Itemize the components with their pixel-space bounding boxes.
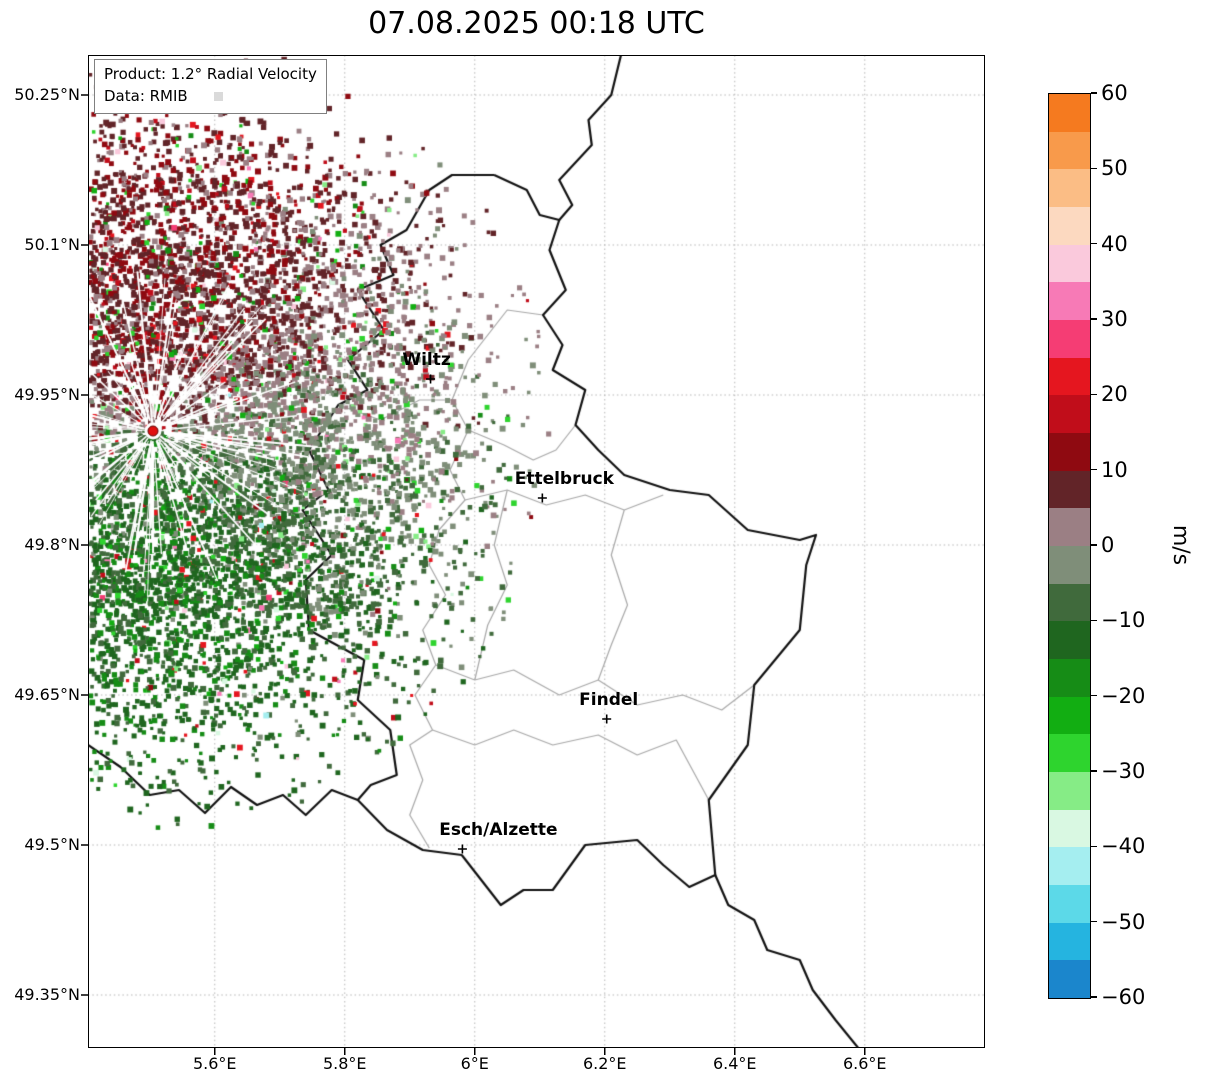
colorbar-segment xyxy=(1049,131,1090,170)
lon-tick-label: 5.6°E xyxy=(192,1054,237,1073)
colorbar-tick-mark xyxy=(1091,393,1097,396)
colorbar-tick-label: −60 xyxy=(1101,985,1146,1009)
city-label: Ettelbruck xyxy=(514,469,614,489)
data-source-label: Data: RMIB xyxy=(104,86,188,105)
lon-tick-label: 6.6°E xyxy=(842,1054,887,1073)
colorbar-segment xyxy=(1049,809,1090,848)
colorbar-segment xyxy=(1049,169,1090,208)
colorbar-segment xyxy=(1049,94,1090,132)
colorbar-tick-label: 20 xyxy=(1101,382,1128,407)
colorbar-segment xyxy=(1049,696,1090,735)
lat-tick-label: 50.25°N xyxy=(14,85,80,104)
colorbar-tick-mark xyxy=(1091,318,1097,320)
colorbar-tick-mark xyxy=(1091,619,1097,622)
lat-tick-label: 49.8°N xyxy=(24,535,80,554)
lon-tick-label: 5.8°E xyxy=(322,1054,367,1073)
product-label: Product: 1.2° Radial Velocity xyxy=(104,65,317,83)
colorbar-tick-label: −20 xyxy=(1101,683,1146,708)
colorbar-segment xyxy=(1049,357,1090,396)
colorbar-tick-label: 30 xyxy=(1101,307,1128,331)
colorbar-tick-label: 50 xyxy=(1101,156,1128,181)
colorbar-segment xyxy=(1049,847,1090,886)
colorbar xyxy=(1048,93,1091,999)
lat-tick-label: 49.5°N xyxy=(24,835,80,854)
colorbar-tick-mark xyxy=(1091,996,1097,998)
colorbar-tick-mark xyxy=(1091,544,1097,546)
plot-title: 07.08.2025 00:18 UTC xyxy=(368,6,705,41)
colorbar-tick-mark xyxy=(1091,242,1097,245)
colorbar-tick-label: −10 xyxy=(1101,608,1146,633)
colorbar-segment xyxy=(1049,546,1090,584)
lat-tick-label: 50.1°N xyxy=(24,235,80,254)
colorbar-segment xyxy=(1049,395,1090,434)
colorbar-tick-label: 40 xyxy=(1101,231,1128,256)
colorbar-segment xyxy=(1049,772,1090,810)
colorbar-tick-label: −30 xyxy=(1101,759,1146,783)
colorbar-segment xyxy=(1049,320,1090,358)
colorbar-tick-mark xyxy=(1091,920,1097,923)
colorbar-tick-mark xyxy=(1091,167,1097,170)
city-label: Esch/Alzette xyxy=(439,820,558,840)
colorbar-segment xyxy=(1049,470,1090,509)
colorbar-segment xyxy=(1049,922,1090,961)
colorbar-tick-label: 10 xyxy=(1101,457,1128,482)
colorbar-tick-label: 60 xyxy=(1101,81,1128,105)
colorbar-tick-mark xyxy=(1091,694,1097,697)
colorbar-tick-mark xyxy=(1091,92,1097,94)
colorbar-segment xyxy=(1049,621,1090,660)
product-info-box: Product: 1.2° Radial Velocity Data: RMIB xyxy=(94,59,327,114)
colorbar-segment xyxy=(1049,282,1090,321)
lat-tick-label: 49.35°N xyxy=(14,985,80,1004)
city-label: Findel xyxy=(579,690,639,710)
colorbar-segment xyxy=(1049,207,1090,245)
lon-tick-label: 6.2°E xyxy=(582,1054,627,1073)
colorbar-segment xyxy=(1049,244,1090,283)
colorbar-segment xyxy=(1049,960,1090,999)
city-label: Wiltz xyxy=(402,350,451,370)
colorbar-tick-label: 0 xyxy=(1101,533,1115,557)
colorbar-tick-label: −40 xyxy=(1101,834,1146,859)
colorbar-segment xyxy=(1049,734,1090,773)
lon-tick-label: 6°E xyxy=(460,1054,489,1073)
radar-velocity-field xyxy=(88,55,985,1048)
colorbar-segment xyxy=(1049,508,1090,547)
colorbar-tick-label: −50 xyxy=(1101,909,1146,934)
colorbar-segment xyxy=(1049,885,1090,923)
lat-tick-label: 49.65°N xyxy=(14,685,80,704)
lat-tick-label: 49.95°N xyxy=(14,385,80,404)
colorbar-tick-mark xyxy=(1091,468,1097,471)
colorbar-tick-mark xyxy=(1091,845,1097,848)
legend-swatch-icon xyxy=(213,92,223,102)
colorbar-unit-label: m/s xyxy=(1168,524,1193,566)
colorbar-segment xyxy=(1049,583,1090,622)
colorbar-tick-mark xyxy=(1091,770,1097,772)
colorbar-segment xyxy=(1049,433,1090,471)
lon-tick-label: 6.4°E xyxy=(712,1054,757,1073)
colorbar-segment xyxy=(1049,659,1090,697)
